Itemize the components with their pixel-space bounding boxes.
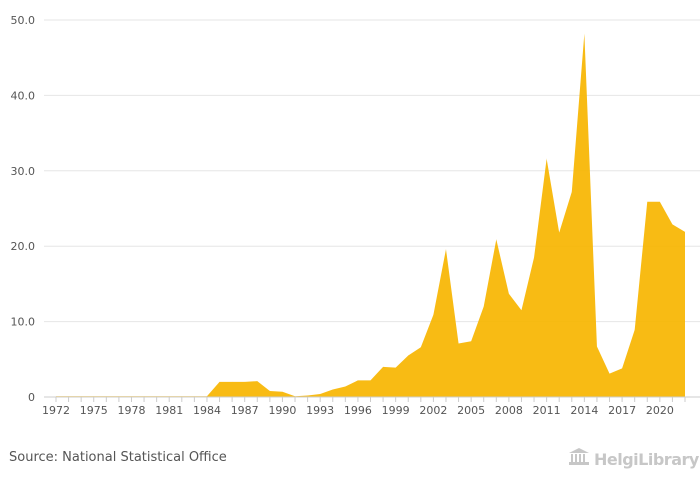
- grid-lines: [44, 19, 700, 323]
- x-tick-label: 2005: [457, 404, 485, 417]
- x-tick-label: 1999: [382, 404, 410, 417]
- y-tick-label: 0: [28, 391, 35, 404]
- y-axis: 0 10.0 20.0 30.0 40.0 50.0: [11, 14, 36, 404]
- helgi-library-logo: HelgiLibrary: [568, 448, 699, 470]
- x-tick-label: 1984: [193, 404, 221, 417]
- x-tick-label: 1978: [117, 404, 145, 417]
- area-fill: [56, 33, 685, 397]
- x-tick-label: 1990: [268, 404, 296, 417]
- x-tick-label: 2002: [419, 404, 447, 417]
- x-tick-label: 1981: [155, 404, 183, 417]
- library-icon: [568, 448, 590, 470]
- x-tick-label: 1987: [231, 404, 259, 417]
- y-tick-label: 50.0: [11, 14, 36, 27]
- y-tick-label: 20.0: [11, 240, 36, 253]
- x-tick-label: 2011: [533, 404, 561, 417]
- x-axis: [44, 396, 700, 402]
- y-tick-label: 40.0: [11, 89, 36, 102]
- source-note: Source: National Statistical Office: [9, 450, 227, 465]
- y-tick-label: 10.0: [11, 316, 36, 329]
- logo-text: HelgiLibrary: [594, 449, 699, 469]
- y-tick-label: 30.0: [11, 165, 36, 178]
- area-series: [55, 33, 686, 397]
- x-tick-label: 1993: [306, 404, 334, 417]
- x-tick-label: 1996: [344, 404, 372, 417]
- x-tick-label: 1975: [80, 404, 108, 417]
- x-tick-label: 2020: [646, 404, 674, 417]
- x-tick-label: 1972: [42, 404, 70, 417]
- x-tick-labels: 1972 1975 1978 1981 1984 1987 1990 1993 1996 1999…: [42, 404, 674, 417]
- area-chart: 010.020.030.040.050.0 1972 1975 1978 1981 19…: [11, 14, 700, 417]
- x-tick-label: 2014: [570, 404, 598, 417]
- x-tick-label: 2017: [608, 404, 636, 417]
- x-tick-label: 2008: [495, 404, 523, 417]
